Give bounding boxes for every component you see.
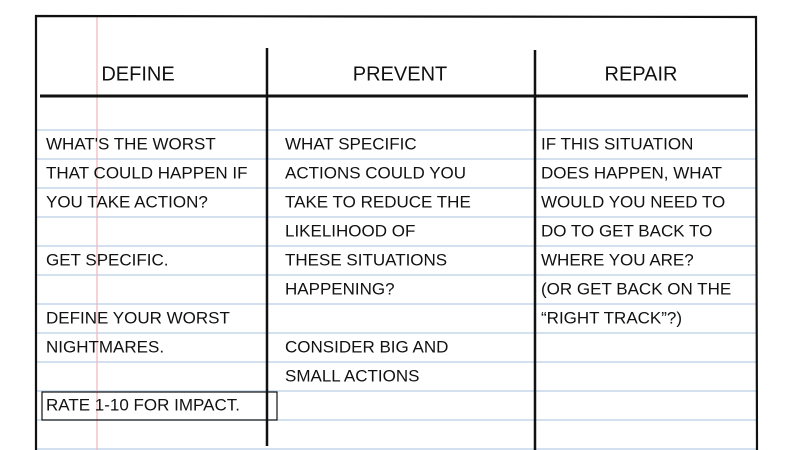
cell-line: DEFINE YOUR WORST xyxy=(46,308,230,327)
cell-line: HAPPENING? xyxy=(285,279,395,298)
cell-line: RATE 1-10 FOR IMPACT. xyxy=(46,395,240,414)
cell-line: NIGHTMARES. xyxy=(46,337,164,356)
cell-line: SMALL ACTIONS xyxy=(285,366,419,385)
cell-line: GET SPECIFIC. xyxy=(46,250,169,269)
cell-line: ACTIONS COULD YOU xyxy=(285,163,466,182)
cell-line: WHAT'S THE WORST xyxy=(46,134,216,153)
cell-line: DO TO GET BACK TO xyxy=(541,221,712,240)
column-header: REPAIR xyxy=(605,63,678,85)
cell-line: WHERE YOU ARE? xyxy=(541,250,694,269)
column-header: PREVENT xyxy=(353,63,447,85)
cell-line: WHAT SPECIFIC xyxy=(285,134,417,153)
cell-line: THESE SITUATIONS xyxy=(285,250,447,269)
column-header: DEFINE xyxy=(101,63,174,85)
cell-line: YOU TAKE ACTION? xyxy=(46,192,208,211)
cell-line: IF THIS SITUATION xyxy=(541,134,693,153)
ruled-lines xyxy=(36,129,757,450)
highlight-box xyxy=(41,391,278,421)
cell-line: “RIGHT TRACK”?) xyxy=(541,308,682,327)
cell-line: WOULD YOU NEED TO xyxy=(541,192,725,211)
cell-line: THAT COULD HAPPEN IF xyxy=(46,163,248,182)
page-border xyxy=(34,14,759,450)
cell-line: TAKE TO REDUCE THE xyxy=(285,192,471,211)
cell-line: (OR GET BACK ON THE xyxy=(541,279,731,298)
cell-line: CONSIDER BIG AND xyxy=(285,337,448,356)
cell-line: DOES HAPPEN, WHAT xyxy=(541,163,722,182)
cell-line: LIKELIHOOD OF xyxy=(285,221,415,240)
